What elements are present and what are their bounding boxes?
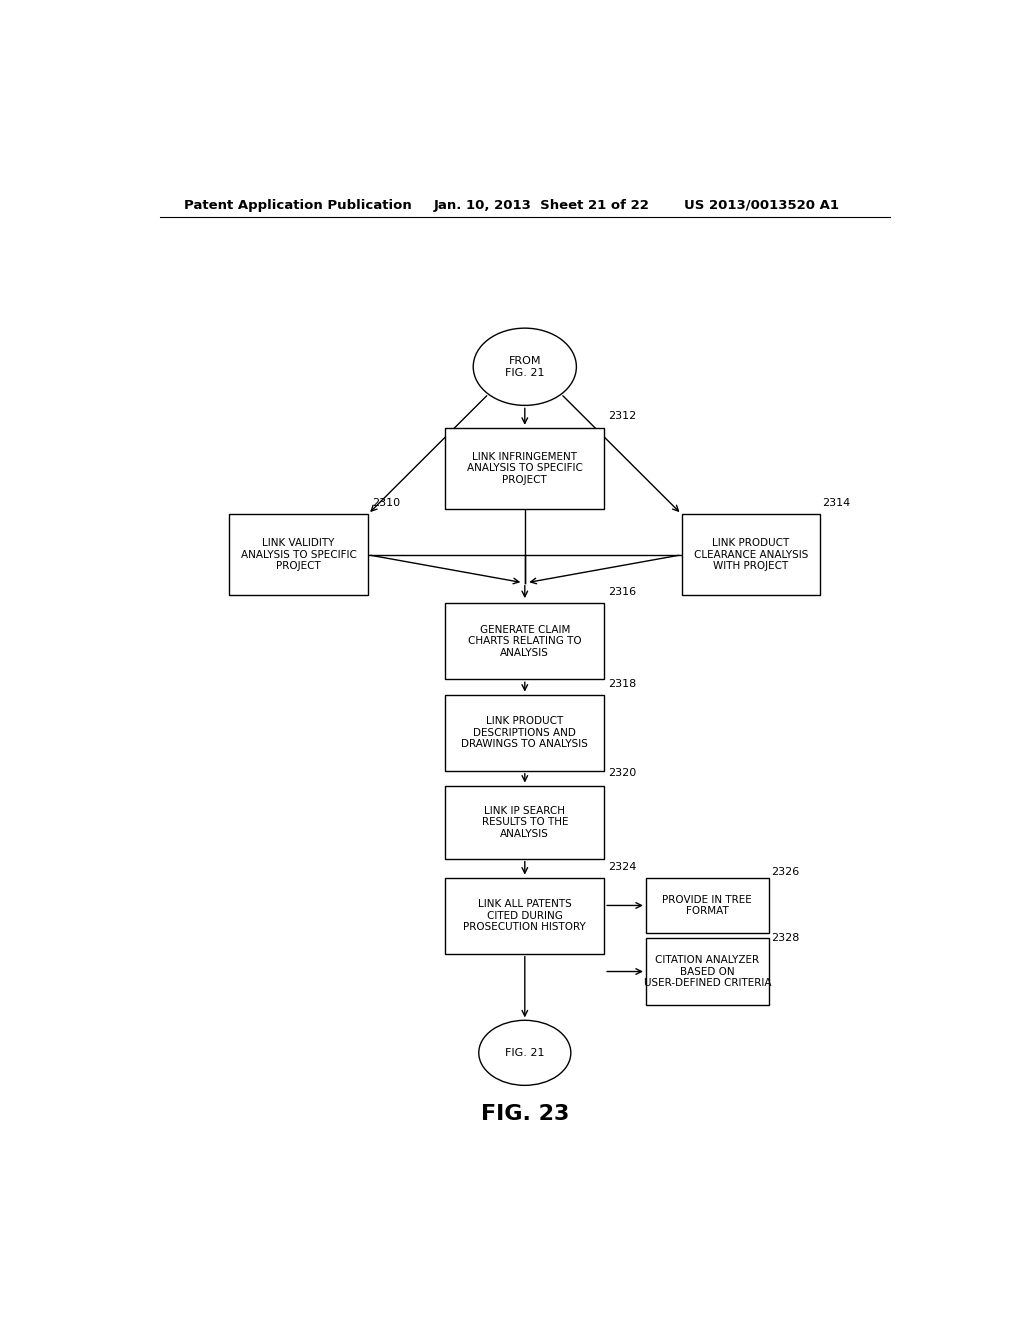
- FancyBboxPatch shape: [445, 428, 604, 510]
- Text: GENERATE CLAIM
CHARTS RELATING TO
ANALYSIS: GENERATE CLAIM CHARTS RELATING TO ANALYS…: [468, 624, 582, 657]
- Text: LINK ALL PATENTS
CITED DURING
PROSECUTION HISTORY: LINK ALL PATENTS CITED DURING PROSECUTIO…: [464, 899, 586, 932]
- Text: 2318: 2318: [608, 678, 636, 689]
- Text: LINK IP SEARCH
RESULTS TO THE
ANALYSIS: LINK IP SEARCH RESULTS TO THE ANALYSIS: [481, 805, 568, 838]
- FancyBboxPatch shape: [229, 515, 368, 595]
- Text: LINK VALIDITY
ANALYSIS TO SPECIFIC
PROJECT: LINK VALIDITY ANALYSIS TO SPECIFIC PROJE…: [241, 539, 356, 572]
- FancyBboxPatch shape: [445, 878, 604, 954]
- Ellipse shape: [473, 329, 577, 405]
- Text: US 2013/0013520 A1: US 2013/0013520 A1: [684, 198, 839, 211]
- Text: 2324: 2324: [608, 862, 637, 873]
- Text: PROVIDE IN TREE
FORMAT: PROVIDE IN TREE FORMAT: [663, 895, 753, 916]
- Text: 2312: 2312: [608, 411, 636, 421]
- Text: 2326: 2326: [771, 867, 799, 876]
- Text: 2316: 2316: [608, 587, 636, 598]
- Text: FIG. 21: FIG. 21: [505, 1048, 545, 1057]
- Text: FROM
FIG. 21: FROM FIG. 21: [505, 356, 545, 378]
- Text: 2328: 2328: [771, 933, 799, 942]
- FancyBboxPatch shape: [445, 785, 604, 859]
- Text: 2314: 2314: [822, 498, 851, 508]
- Text: CITATION ANALYZER
BASED ON
USER-DEFINED CRITERIA: CITATION ANALYZER BASED ON USER-DEFINED …: [643, 954, 771, 989]
- Text: FIG. 23: FIG. 23: [480, 1104, 569, 1123]
- FancyBboxPatch shape: [682, 515, 820, 595]
- FancyBboxPatch shape: [646, 878, 769, 933]
- FancyBboxPatch shape: [445, 603, 604, 680]
- Text: LINK PRODUCT
CLEARANCE ANALYSIS
WITH PROJECT: LINK PRODUCT CLEARANCE ANALYSIS WITH PRO…: [694, 539, 808, 572]
- Text: 2310: 2310: [373, 498, 400, 508]
- FancyBboxPatch shape: [445, 694, 604, 771]
- FancyBboxPatch shape: [646, 939, 769, 1005]
- Text: 2320: 2320: [608, 768, 636, 779]
- Text: LINK INFRINGEMENT
ANALYSIS TO SPECIFIC
PROJECT: LINK INFRINGEMENT ANALYSIS TO SPECIFIC P…: [467, 451, 583, 484]
- Text: Jan. 10, 2013  Sheet 21 of 22: Jan. 10, 2013 Sheet 21 of 22: [433, 198, 649, 211]
- Ellipse shape: [479, 1020, 570, 1085]
- Text: LINK PRODUCT
DESCRIPTIONS AND
DRAWINGS TO ANALYSIS: LINK PRODUCT DESCRIPTIONS AND DRAWINGS T…: [462, 715, 588, 750]
- Text: Patent Application Publication: Patent Application Publication: [183, 198, 412, 211]
